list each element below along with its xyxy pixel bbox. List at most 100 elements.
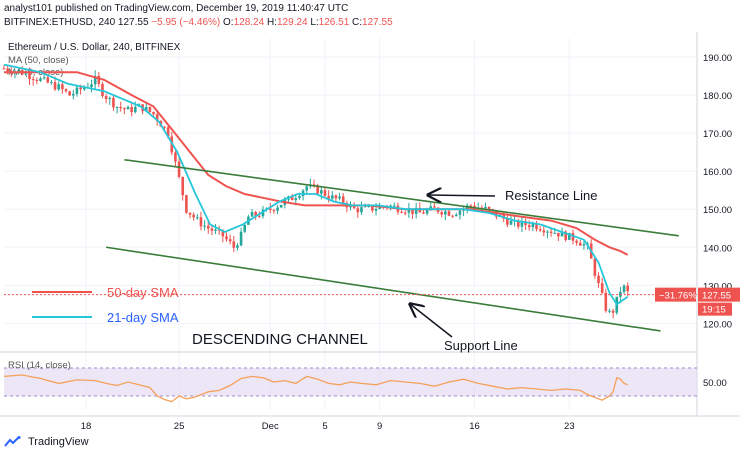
candle-body — [196, 217, 199, 219]
candle-body — [42, 77, 46, 79]
candle-body — [126, 106, 130, 110]
candle-body — [330, 195, 334, 199]
footer: TradingView — [4, 436, 89, 448]
candle-body — [101, 83, 104, 97]
candle-body — [411, 208, 414, 214]
candle-body — [250, 212, 254, 217]
support-label: Support Line — [444, 338, 518, 353]
candle-body — [177, 161, 181, 177]
candle-body — [155, 114, 159, 122]
candle-body — [597, 275, 600, 284]
published-text: analyst101 published on TradingView.com,… — [4, 3, 349, 14]
candle-body — [305, 186, 309, 191]
candle-body — [316, 185, 319, 194]
x-tick-label: 5 — [322, 421, 327, 432]
x-tick-label: 25 — [174, 421, 185, 432]
resistance-arrow — [428, 195, 496, 196]
candle-body — [268, 208, 272, 210]
candle-body — [134, 106, 137, 113]
candle-body — [425, 210, 429, 214]
candle-body — [527, 225, 531, 228]
candle-body — [130, 106, 133, 113]
candle-body — [119, 106, 123, 109]
support-arrow — [410, 304, 453, 338]
sma21-legend-label: 21-day SMA — [107, 310, 179, 325]
candle-body — [206, 225, 210, 229]
close-value: 127.55 — [362, 17, 393, 28]
candle-body — [509, 220, 513, 225]
candle-body — [352, 204, 356, 209]
tradingview-logo-icon — [4, 436, 21, 447]
candle-body — [535, 223, 538, 230]
y-tick-label: 120.00 — [703, 319, 732, 330]
candle-body — [75, 87, 79, 94]
sma21-line — [3, 63, 629, 306]
candle-body — [568, 232, 571, 240]
candle-body — [93, 75, 97, 85]
candle-body — [557, 232, 560, 237]
x-tick-label: 9 — [377, 421, 382, 432]
candle-body — [360, 207, 363, 213]
candle-body — [341, 196, 345, 203]
candle-body — [290, 196, 294, 201]
high-label: H: — [266, 17, 277, 28]
countdown-label: 19:15 — [702, 305, 726, 316]
candles — [2, 65, 629, 319]
chart-title: Ethereum / U.S. Dollar, 240, BITFINEX — [8, 42, 181, 53]
y-tick-label: 160.00 — [703, 167, 732, 178]
candle-body — [356, 208, 360, 213]
candle-body — [214, 229, 217, 231]
candle-body — [367, 205, 371, 207]
pct-badge — [655, 287, 696, 302]
published-line: analyst101 published on TradingView.com,… — [4, 3, 348, 14]
candle-body — [192, 214, 195, 218]
candle-body — [199, 217, 203, 227]
indicator-label: MA (50, close) — [8, 55, 69, 66]
candle-body — [144, 106, 148, 112]
brand-name: TradingView — [28, 436, 89, 448]
candle-body — [469, 205, 473, 207]
candle-body — [17, 70, 20, 72]
candle-body — [115, 106, 119, 108]
candle-body — [97, 75, 101, 84]
x-tick-label: Dec — [262, 421, 279, 432]
candle-body — [538, 229, 542, 231]
candle-body — [608, 310, 611, 312]
candle-body — [338, 196, 341, 199]
pct-badge-label: −31.76% — [659, 291, 697, 302]
x-tick-label: 16 — [469, 421, 480, 432]
candle-body — [228, 239, 232, 242]
resistance-line — [124, 158, 679, 237]
candle-body — [626, 285, 629, 292]
candle-body — [564, 231, 567, 240]
candle-body — [593, 258, 597, 276]
candle-body — [312, 184, 316, 186]
price-chart[interactable]: 190.00 180.00 170.00 160.00 150.00 140.00 130.… — [0, 32, 740, 436]
candle-body — [323, 190, 327, 196]
candle-body — [35, 79, 39, 81]
y-tick-label: 190.00 — [703, 53, 732, 64]
candle-body — [516, 220, 520, 227]
candle-body — [57, 84, 61, 90]
candle-body — [582, 244, 586, 246]
candle-body — [407, 208, 411, 213]
low-label: L: — [310, 17, 319, 28]
candle-body — [261, 209, 265, 217]
candle-body — [68, 91, 71, 96]
candle-body — [79, 87, 82, 90]
chart-header: analyst101 published on TradingView.com,… — [0, 0, 740, 32]
candle-body — [320, 190, 323, 194]
candle-body — [108, 97, 112, 100]
candle-body — [549, 231, 553, 233]
candle-body — [50, 82, 53, 84]
candle-body — [24, 73, 28, 75]
symbol-text: BITFINEX:ETHUSD, 240 — [4, 17, 116, 28]
candle-body — [458, 210, 462, 215]
candle-body — [232, 241, 236, 248]
candle-body — [225, 236, 228, 240]
x-tick-label: 23 — [564, 421, 575, 432]
candle-body — [433, 206, 436, 208]
resistance-label: Resistance Line — [505, 188, 598, 203]
y-tick-label: 150.00 — [703, 205, 732, 216]
candle-body — [440, 212, 443, 215]
